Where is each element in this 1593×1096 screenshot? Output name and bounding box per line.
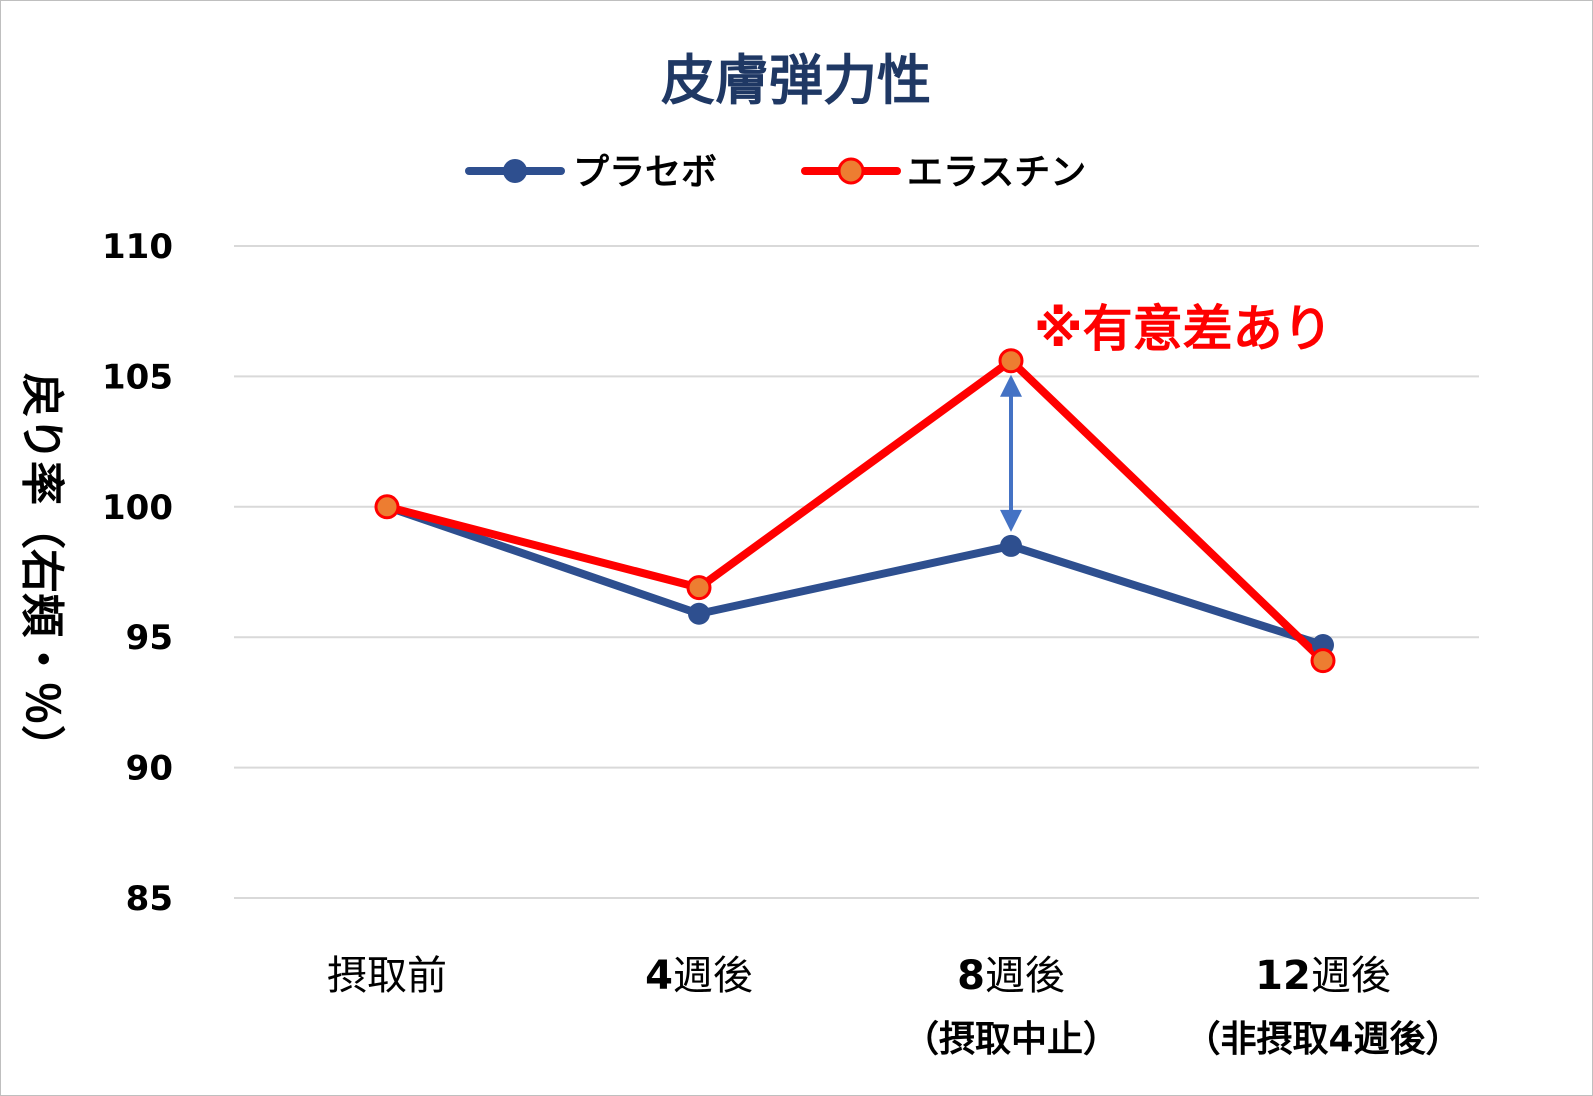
x-tick-sublabel: （摂取中止） [903,1019,1119,1060]
y-tick-label: 110 [102,227,173,267]
x-tick-label: 摂取前 [327,953,447,999]
legend-label-placebo: プラセボ [573,152,717,193]
legend: プラセボ エラスチン [465,152,1086,193]
data-point-placebo [688,602,710,625]
x-tick-label: 8週後 [957,953,1065,999]
data-point-placebo [1000,534,1022,557]
data-point-elastin [1310,648,1336,674]
x-tick-label: 4週後 [645,953,753,999]
series-line-placebo [385,503,1325,649]
legend-item-elastin: エラスチン [801,152,1086,193]
significance-arrow [1000,374,1022,532]
y-tick-label: 100 [102,488,173,528]
legend-marker-placebo [503,159,527,183]
x-tick-sublabel: （非摂取4週後） [1184,1019,1461,1060]
legend-marker-elastin [837,157,865,185]
arrow-head-up [1000,374,1022,397]
y-axis-ticks: 85 90 95 100 105 110 [102,227,173,919]
series-line-elastin [385,356,1326,664]
arrow-head-down [1000,509,1022,532]
y-tick-label: 95 [126,618,173,658]
data-point-elastin [686,575,712,601]
legend-item-placebo: プラセボ [465,152,717,193]
x-tick-label: 12週後 [1255,953,1391,999]
chart-title: 皮膚弾力性 [661,49,931,112]
y-axis-label: 戻り率（右頬・％） [16,373,67,769]
data-point-elastin [998,348,1024,374]
data-point-elastin [374,494,400,520]
legend-label-elastin: エラスチン [907,152,1086,193]
x-axis-ticks: 摂取前 4週後 8週後 （摂取中止） 12週後 （非摂取4週後） [327,953,1462,1060]
y-tick-label: 105 [102,357,173,397]
gridlines [234,245,1479,899]
y-tick-label: 85 [126,879,173,919]
y-tick-label: 90 [126,749,173,789]
significance-annotation: ※有意差あり [1034,300,1333,358]
series-layer [374,348,1336,674]
